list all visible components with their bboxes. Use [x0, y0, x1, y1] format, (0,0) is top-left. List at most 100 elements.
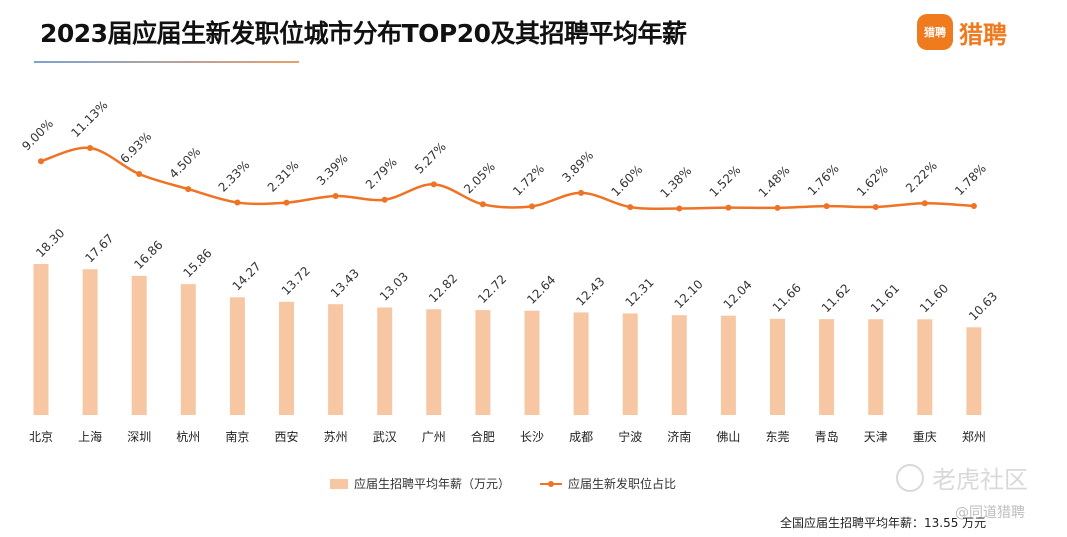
x-tick-label: 杭州 — [176, 429, 200, 444]
x-tick-label: 佛山 — [716, 430, 740, 444]
line-point — [136, 171, 143, 178]
line-point — [479, 201, 486, 208]
bar — [573, 312, 589, 415]
watermark: 老虎社区 — [896, 460, 1028, 495]
line-value-label: 1.72% — [510, 162, 547, 199]
bar — [770, 318, 785, 415]
legend: 应届生招聘平均年薪（万元） 应届生新发职位占比 — [330, 475, 676, 492]
brand-logo-icon: 猎聘 — [917, 14, 953, 50]
x-tick-label: 深圳 — [127, 430, 151, 444]
x-tick-label: 天津 — [864, 430, 888, 444]
brand-logo: 猎聘 猎聘 — [917, 14, 1007, 50]
bar-value-label: 12.31 — [622, 275, 656, 309]
line-value-label: 5.27% — [412, 140, 449, 177]
line-point — [872, 203, 879, 210]
line-value-label: 1.62% — [854, 162, 891, 199]
bar — [426, 309, 442, 415]
x-tick-label: 西安 — [274, 429, 298, 444]
watermark-text: 老虎社区 — [932, 466, 1028, 494]
bar-value-label: 14.27 — [230, 259, 264, 293]
bar-value-label: 11.60 — [917, 281, 951, 315]
bar-value-label: 12.72 — [475, 272, 509, 306]
watermark-handle: @同道猎聘 — [955, 505, 1025, 521]
bar — [671, 315, 687, 415]
legend-line-label: 应届生新发职位占比 — [568, 477, 677, 491]
bar — [868, 319, 884, 415]
x-tick-label: 宁波 — [618, 429, 642, 444]
line-point — [430, 181, 437, 188]
bar — [966, 327, 982, 415]
legend-item-line: 应届生新发职位占比 — [540, 475, 676, 492]
line-point — [676, 205, 683, 212]
line-value-label: 3.89% — [559, 148, 596, 185]
line-value-label: 1.38% — [658, 164, 695, 201]
line-point — [823, 203, 830, 210]
x-tick-label: 上海 — [78, 429, 102, 444]
bar-value-label: 12.64 — [524, 273, 558, 307]
x-tick-label: 苏州 — [324, 430, 348, 444]
bar-value-label: 12.04 — [721, 278, 755, 312]
bar-value-label: 11.66 — [770, 281, 804, 315]
bar-value-label: 18.30 — [33, 226, 67, 260]
bar-value-label: 17.67 — [82, 231, 116, 265]
line-point — [725, 204, 732, 211]
line-value-label: 2.22% — [903, 158, 940, 195]
bar — [328, 304, 344, 415]
line-point — [921, 200, 928, 207]
x-tick-label: 重庆 — [913, 430, 937, 444]
line-value-label: 4.50% — [167, 144, 204, 181]
bar — [377, 307, 393, 415]
bar-value-label: 10.63 — [966, 289, 1000, 323]
x-axis-labels: 北京 上海 深圳 杭州 南京 西安 苏州 武汉 广州 合肥 长沙 成都 宁波 济南 佛山 东莞 青岛 天津 重庆 郑州 — [29, 429, 986, 444]
bar — [475, 310, 491, 415]
bar — [720, 315, 736, 415]
x-tick-label: 青岛 — [815, 429, 839, 444]
bar-value-label: 11.62 — [819, 281, 853, 315]
line-point — [774, 204, 781, 211]
bar-value-label: 16.86 — [131, 238, 165, 272]
line-value-label: 2.05% — [461, 160, 498, 197]
line-value-label: 2.79% — [363, 155, 400, 192]
x-tick-label: 郑州 — [962, 429, 986, 444]
bar-value-label: 11.61 — [868, 281, 902, 315]
bar-value-label: 13.43 — [328, 266, 362, 300]
line-point — [234, 199, 241, 206]
bar-value-label: 13.72 — [279, 264, 313, 298]
bar-value-label: 12.82 — [426, 271, 460, 305]
bar — [180, 284, 196, 415]
line-point — [970, 202, 977, 209]
x-tick-label: 广州 — [422, 430, 446, 444]
x-tick-label: 合肥 — [471, 429, 495, 444]
chart-area: 18.30 17.67 16.86 15.86 14.27 13.72 13.43 13.03… — [19, 98, 1000, 444]
line-point — [381, 196, 388, 203]
line-value-label: 1.52% — [707, 163, 744, 200]
bar-value-label: 15.86 — [181, 246, 215, 280]
bar — [524, 310, 540, 415]
legend-bar-label: 应届生招聘平均年薪（万元） — [354, 477, 511, 491]
line-value-label: 6.93% — [117, 129, 154, 166]
line-point — [578, 189, 585, 196]
chart-title: 2023届应届生新发职位城市分布TOP20及其招聘平均年薪 — [40, 19, 687, 48]
x-tick-label: 武汉 — [373, 430, 397, 444]
line-point — [38, 158, 44, 165]
line-point — [529, 203, 535, 210]
bar-value-label: 13.03 — [377, 269, 411, 303]
legend-line-swatch — [540, 479, 563, 489]
bar — [131, 275, 147, 415]
line-point — [283, 199, 290, 206]
legend-item-bar: 应届生招聘平均年薪（万元） — [330, 475, 510, 492]
x-tick-label: 北京 — [29, 430, 53, 444]
x-tick-label: 长沙 — [520, 430, 544, 444]
bar-value-labels: 18.30 17.67 16.86 15.86 14.27 13.72 13.43 13.03… — [33, 226, 1000, 323]
bar — [82, 269, 98, 415]
line-value-label: 2.31% — [265, 158, 302, 195]
bar — [279, 301, 294, 415]
title-underline — [34, 61, 299, 63]
bar — [33, 264, 49, 415]
bar — [917, 319, 933, 415]
x-tick-label: 济南 — [667, 429, 691, 444]
line-point — [627, 204, 634, 211]
x-tick-label: 东莞 — [765, 430, 789, 444]
legend-bar-swatch — [330, 478, 348, 489]
line-path — [40, 146, 974, 210]
